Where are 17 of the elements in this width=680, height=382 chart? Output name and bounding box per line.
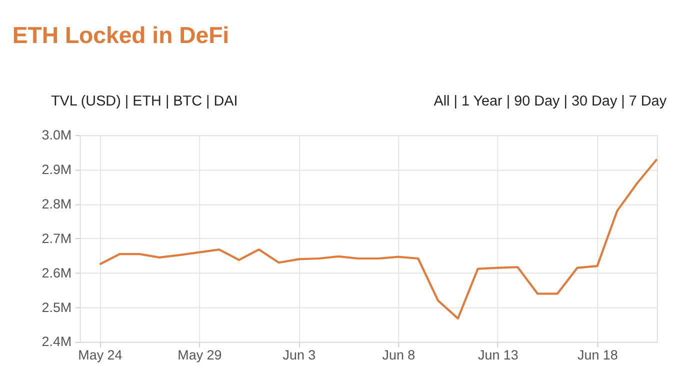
x-tick-label: Jun 3 [282,348,316,363]
y-tick-label: 2.7M [42,230,72,246]
y-tick-label: 3.0M [42,127,72,142]
text: All | 1 Year | 90 Day | 30 Day | 7 Day [434,93,668,110]
x-tick-label: Jun 13 [478,348,518,363]
chart-title: ETH Locked in DeFi [12,22,230,48]
y-tick-label: 2.8M [42,196,72,212]
text: TVL (USD) | ETH | BTC | DAI [50,93,238,110]
line-series [98,158,658,320]
y-tick-label: 2.4M [42,334,72,350]
y-tick-label: 2.5M [42,300,72,315]
x-tick-label: May 29 [178,348,222,363]
x-tick-label: Jun 18 [577,348,618,363]
y-tick-label: 2.9M [42,162,72,177]
x-tick-label: May 24 [78,348,123,363]
x-tick-label: Jun 8 [382,348,416,363]
y-tick-label: 2.6M [42,265,72,280]
